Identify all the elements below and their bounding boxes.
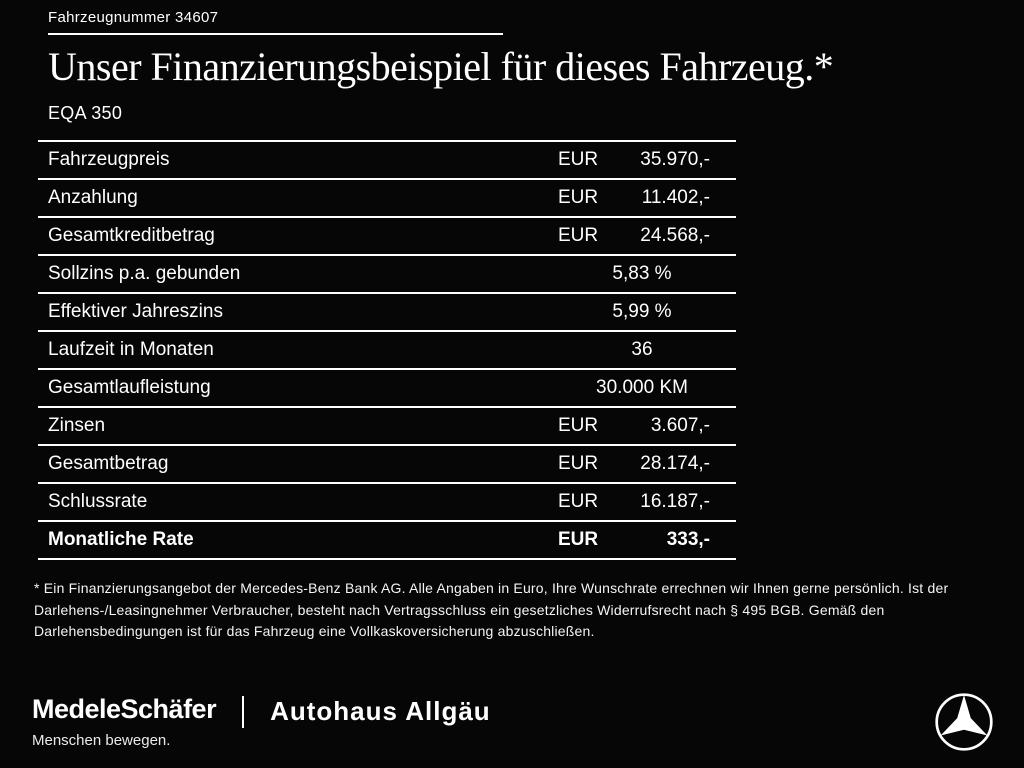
- row-value: 11.402,-: [641, 187, 710, 208]
- row-value-cell: EUR 35.970,-: [558, 149, 736, 171]
- row-label: Effektiver Jahreszins: [48, 301, 223, 322]
- vehicle-model: EQA 350: [48, 103, 123, 123]
- row-value: 5,99 %: [612, 301, 672, 322]
- row-value: 28.174,-: [640, 453, 710, 474]
- row-value-cell: 5,99 %: [558, 301, 736, 323]
- table-row: Laufzeit in Monaten 36: [38, 330, 736, 368]
- row-value: 24.568,-: [640, 225, 710, 246]
- finance-table: Fahrzeugpreis EUR 35.970,- Anzahlung EUR…: [38, 140, 736, 560]
- table-row-monthly-rate: Monatliche Rate EUR 333,-: [38, 520, 736, 558]
- table-row: Zinsen EUR 3.607,-: [38, 406, 736, 444]
- page-header: Fahrzeugnummer 34607 Unser Finanzierungs…: [0, 9, 1024, 124]
- table-row: Sollzins p.a. gebunden 5,83 %: [38, 254, 736, 292]
- row-value-cell: EUR 16.187,-: [558, 491, 736, 513]
- table-row: Gesamtbetrag EUR 28.174,-: [38, 444, 736, 482]
- row-label: Schlussrate: [48, 491, 148, 512]
- table-row: Schlussrate EUR 16.187,-: [38, 482, 736, 520]
- row-value: 16.187,-: [640, 491, 710, 512]
- legal-footnote: * Ein Finanzierungsangebot der Mercedes-…: [34, 580, 949, 640]
- table-row: Gesamtkreditbetrag EUR 24.568,-: [38, 216, 736, 254]
- dealer-logo-autohaus-allgaeu: Autohaus Allgäu: [270, 696, 491, 726]
- currency-label: EUR: [558, 415, 599, 436]
- row-label: Monatliche Rate: [48, 529, 194, 550]
- row-label: Fahrzeugpreis: [48, 149, 170, 170]
- row-value: 333,-: [666, 529, 710, 550]
- row-label: Gesamtlaufleistung: [48, 377, 211, 398]
- row-value: 5,83 %: [612, 263, 672, 284]
- table-row: Gesamtlaufleistung 30.000 KM: [38, 368, 736, 406]
- row-label: Zinsen: [48, 415, 106, 436]
- dealer1-tagline: Menschen bewegen.: [32, 732, 171, 749]
- mercedes-star-icon: [935, 693, 993, 751]
- row-value: 35.970,-: [640, 149, 710, 170]
- row-label: Sollzins p.a. gebunden: [48, 263, 241, 284]
- row-label: Laufzeit in Monaten: [48, 339, 214, 360]
- footer-divider: [242, 696, 245, 728]
- row-value-cell: EUR 3.607,-: [558, 415, 736, 437]
- row-value: 36: [631, 339, 653, 360]
- page-title: Unser Finanzierungsbeispiel für dieses F…: [48, 44, 834, 89]
- header-rule: [48, 33, 503, 35]
- vehicle-number: Fahrzeugnummer 34607: [48, 9, 219, 26]
- table-row: Anzahlung EUR 11.402,-: [38, 178, 736, 216]
- row-value: 3.607,-: [650, 415, 710, 436]
- row-label: Gesamtbetrag: [48, 453, 169, 474]
- row-label: Anzahlung: [48, 187, 138, 208]
- row-value: 30.000 KM: [596, 377, 688, 398]
- row-value-cell: EUR 28.174,-: [558, 453, 736, 475]
- dealer-logo-medeleschaefer: MedeleSchäfer Menschen bewegen.: [32, 694, 217, 749]
- currency-label: EUR: [558, 225, 599, 246]
- dealer-footer: MedeleSchäfer Menschen bewegen. Autohaus…: [32, 693, 994, 752]
- table-row: Fahrzeugpreis EUR 35.970,-: [38, 140, 736, 178]
- currency-label: EUR: [558, 453, 599, 474]
- currency-label: EUR: [558, 149, 599, 170]
- row-value-cell: EUR 11.402,-: [558, 187, 736, 209]
- row-value-cell: 30.000 KM: [558, 377, 736, 399]
- row-value-cell: 5,83 %: [558, 263, 736, 285]
- currency-label: EUR: [558, 529, 599, 550]
- row-value-cell: EUR 333,-: [558, 529, 736, 551]
- dealer1-name: MedeleSchäfer: [32, 694, 217, 724]
- row-value-cell: 36: [558, 339, 736, 361]
- table-row: Effektiver Jahreszins 5,99 %: [38, 292, 736, 330]
- currency-label: EUR: [558, 187, 599, 208]
- currency-label: EUR: [558, 491, 599, 512]
- row-value-cell: EUR 24.568,-: [558, 225, 736, 247]
- row-label: Gesamtkreditbetrag: [48, 225, 215, 246]
